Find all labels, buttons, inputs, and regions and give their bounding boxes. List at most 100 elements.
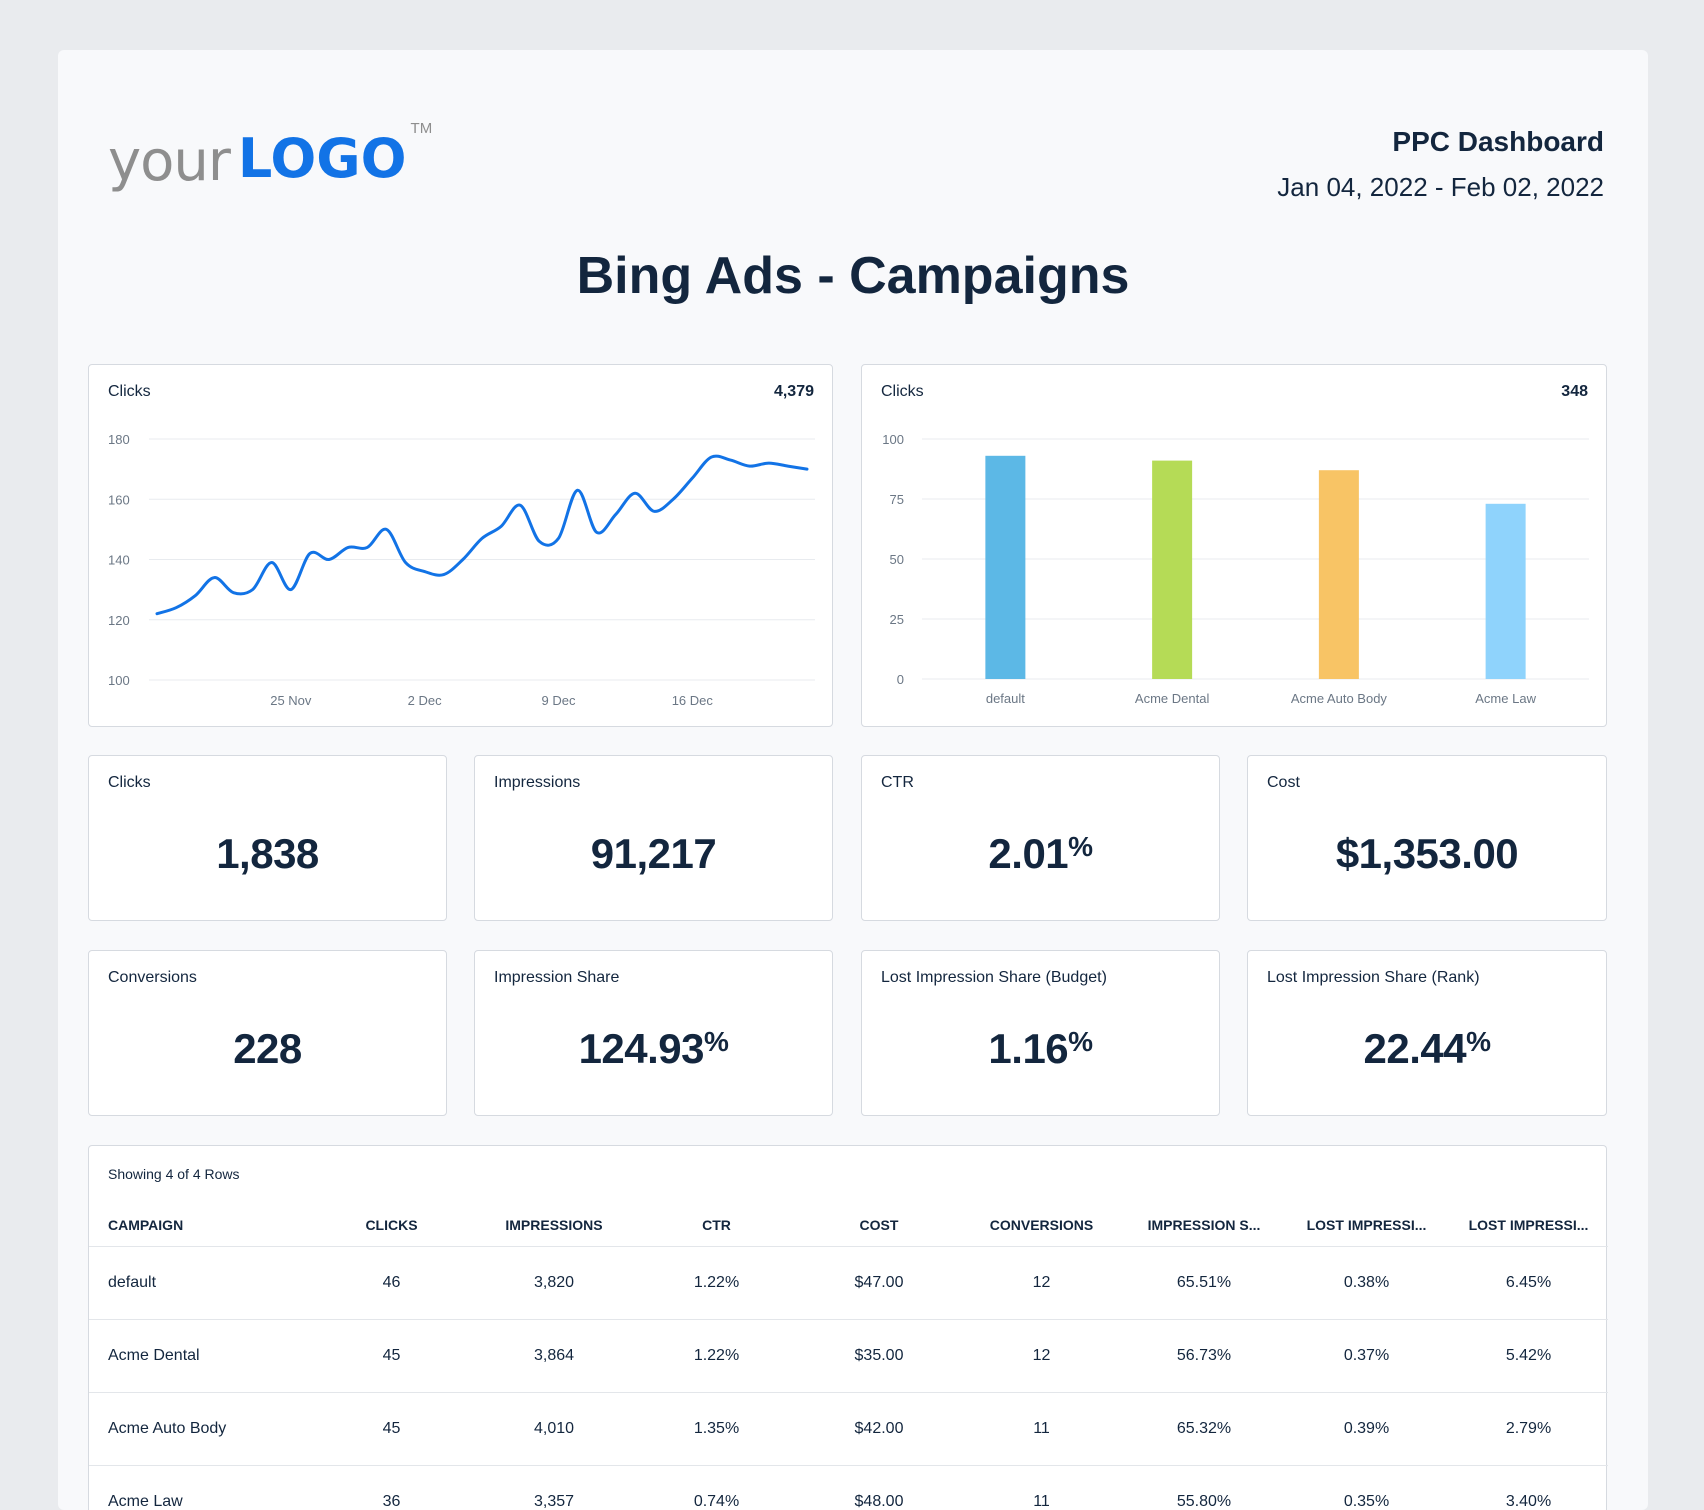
rows-count-label: Showing 4 of 4 Rows (108, 1166, 240, 1182)
kpi-lost-impression-share-budget: Lost Impression Share (Budget) 1.16% (861, 950, 1220, 1116)
y-tick-label: 50 (890, 552, 904, 567)
data-point (729, 459, 732, 462)
cell-lost-rank: 5.42% (1449, 1318, 1608, 1392)
x-tick-label: Acme Dental (1135, 691, 1210, 706)
x-tick-label: 16 Dec (672, 693, 714, 708)
kpi-value: 22.44% (1363, 1025, 1491, 1072)
kpi-value: 1.16% (988, 1025, 1093, 1072)
logo-your-text: your (108, 129, 231, 194)
y-tick-label: 140 (108, 553, 130, 568)
cell-conversions: 12 (959, 1245, 1124, 1319)
data-point (194, 594, 197, 597)
data-point (806, 468, 809, 471)
logo-brand-text: LOGO (237, 127, 407, 190)
kpi-lost-impression-share-rank: Lost Impression Share (Rank) 22.44% (1247, 950, 1607, 1116)
column-header-conversions[interactable]: Conversions (989, 1216, 1094, 1233)
kpi-label: Lost Impression Share (Budget) (881, 969, 1107, 986)
x-tick-label: Acme Law (1475, 691, 1536, 706)
data-point (175, 606, 178, 609)
kpi-label: Impressions (494, 774, 581, 791)
cell-conversions: 12 (959, 1318, 1124, 1392)
cell-lost-budget: 0.37% (1284, 1318, 1449, 1392)
kpi-label: Conversions (108, 969, 197, 986)
cell-cost: $35.00 (799, 1318, 959, 1392)
data-point (308, 552, 311, 555)
cell-impression-share: 55.80% (1124, 1464, 1284, 1510)
clicks-line-chart-card: Clicks 4,379 100 120 140 160 180 25 Nov 2 Dec 9… (88, 364, 833, 727)
cell-conversions: 11 (959, 1464, 1124, 1510)
cell-impressions: 4,010 (474, 1391, 634, 1465)
clicks-bar-chart: 0 25 50 75 100 default Acme Dental Acme Auto Bo… (882, 432, 1589, 706)
data-point (232, 591, 235, 594)
kpi-conversions: Conversions 228 (88, 950, 447, 1116)
kpi-label: CTR (881, 774, 914, 791)
date-range: Jan 04, 2022 - Feb 02, 2022 (1277, 172, 1604, 202)
bar-chart-title: Clicks (881, 383, 924, 400)
cell-clicks: 46 (309, 1245, 474, 1319)
column-header-ctr[interactable]: CTR (702, 1216, 731, 1233)
kpi-value: $1,353.00 (1335, 830, 1519, 877)
page-title: Bing Ads - Campaigns (576, 247, 1130, 305)
kpi-impressions: Impressions 91,217 (474, 755, 833, 921)
data-point (213, 576, 216, 579)
column-header-impression-share[interactable]: Impression S... (1147, 1216, 1261, 1233)
y-tick-label: 100 (108, 673, 130, 688)
kpi-value: 91,217 (590, 830, 717, 877)
kpi-ctr: CTR 2.01% (861, 755, 1220, 921)
bar (1152, 460, 1193, 679)
kpi-clicks: Clicks 1,838 (88, 755, 447, 921)
report-title: PPC Dashboard (1392, 126, 1604, 157)
x-tick-label: 2 Dec (408, 693, 442, 708)
cell-impressions: 3,357 (474, 1464, 634, 1510)
data-point (595, 531, 598, 534)
cell-impressions: 3,864 (474, 1318, 634, 1392)
kpi-value: 2.01% (988, 830, 1093, 877)
y-tick-label: 180 (108, 432, 130, 447)
kpi-label: Lost Impression Share (Rank) (1267, 969, 1480, 986)
logo-trademark: TM (410, 120, 433, 137)
cell-lost-budget: 0.39% (1284, 1391, 1449, 1465)
data-point (442, 573, 445, 576)
column-header-impressions[interactable]: Impressions (505, 1216, 603, 1233)
clicks-bar-chart-card: Clicks 348 0 25 50 75 100 default Acme Dental A… (861, 364, 1607, 727)
column-header-lost-impression-share-budget[interactable]: Lost Impressi... (1306, 1216, 1427, 1233)
data-point (251, 588, 254, 591)
report-header: PPC Dashboard Jan 04, 2022 - Feb 02, 202… (1277, 126, 1604, 203)
cell-campaign: Acme Auto Body (89, 1391, 309, 1465)
column-header-lost-impression-share-rank[interactable]: Lost Impressi... (1468, 1216, 1589, 1233)
column-header-campaign[interactable]: Campaign (108, 1216, 184, 1233)
data-point (289, 588, 292, 591)
bar (1485, 503, 1526, 679)
kpi-cost: Cost $1,353.00 (1247, 755, 1607, 921)
bar (985, 455, 1026, 679)
data-point (500, 525, 503, 528)
data-point (748, 465, 751, 468)
kpi-value: 124.93% (578, 1025, 729, 1072)
column-header-clicks[interactable]: Clicks (365, 1216, 418, 1233)
cell-lost-budget: 0.38% (1284, 1245, 1449, 1319)
line-chart-total: 4,379 (773, 383, 814, 400)
table-row: Acme Law 36 3,357 0.74% $48.00 11 55.80%… (89, 1464, 1608, 1510)
data-point (767, 462, 770, 465)
cell-ctr: 1.22% (634, 1318, 799, 1392)
clicks-line-chart: 100 120 140 160 180 25 Nov 2 Dec 9 Dec 16 Dec (108, 432, 815, 708)
x-tick-label: 25 Nov (270, 693, 312, 708)
cell-ctr: 1.22% (634, 1245, 799, 1319)
y-tick-label: 75 (890, 492, 904, 507)
report-page: your LOGO TM PPC Dashboard Jan 04, 2022 … (58, 50, 1648, 1510)
cell-impression-share: 65.32% (1124, 1391, 1284, 1465)
x-tick-label: 9 Dec (541, 693, 575, 708)
column-header-cost[interactable]: Cost (859, 1216, 899, 1233)
cell-ctr: 0.74% (634, 1464, 799, 1510)
cell-lost-rank: 2.79% (1449, 1391, 1608, 1465)
data-point (270, 561, 273, 564)
line-chart-title: Clicks (108, 383, 151, 400)
company-logo: your LOGO TM (108, 120, 432, 190)
data-point (614, 513, 617, 516)
cell-impressions: 3,820 (474, 1245, 634, 1319)
kpi-label: Cost (1267, 774, 1300, 791)
data-point (385, 528, 388, 531)
cell-clicks: 45 (309, 1318, 474, 1392)
data-point (366, 546, 369, 549)
data-point (328, 558, 331, 561)
